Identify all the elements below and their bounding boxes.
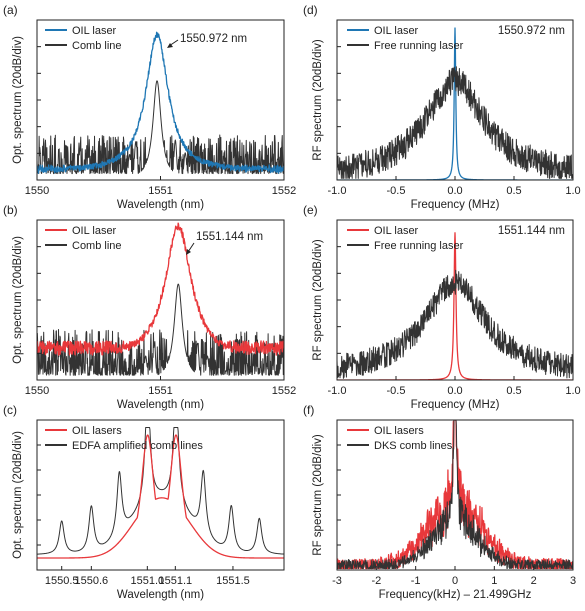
panel-f: (f) -3 -2 -1 0 1 2 3 Frequency(kHz) – 21.499GHz R… [303, 403, 576, 601]
plot-frame [336, 419, 574, 571]
series-oil-lasers [37, 434, 284, 559]
y-axis-label: Opt. spectrum (20dB/div) [12, 236, 24, 364]
x-tick-label: -0.5 [387, 385, 406, 397]
panel-label: (e) [303, 203, 318, 217]
legend-edfa-amplified-comb-lines-label: EDFA amplified comb lines [72, 440, 203, 452]
y-axis-label: RF spectrum (20dB/div) [312, 239, 324, 361]
series-free-running-laser [337, 269, 573, 379]
x-tick-label: 1551 [148, 185, 172, 197]
x-tick-label: 1550 [25, 385, 49, 397]
x-tick-label: 0 [452, 575, 458, 587]
x-tick-label: 0.5 [506, 385, 521, 397]
traces [37, 222, 284, 376]
x-tick-label: -0.5 [387, 185, 406, 197]
y-axis-label: Opt. spectrum (20dB/div) [12, 431, 24, 559]
series-edfa-amplified-comb-lines [37, 427, 284, 555]
legend-oil-lasers-label: OIL lasers [374, 425, 424, 437]
panel-label: (b) [3, 203, 18, 217]
x-tick-label: 1552 [272, 385, 296, 397]
x-tick-label: -3 [332, 575, 342, 587]
legend-oil-laser-label: OIL laser [72, 225, 117, 237]
panel-label: (d) [303, 3, 318, 17]
legend-dks-comb-lines-label: DKS comb lines [374, 440, 453, 452]
traces [37, 427, 284, 559]
traces [37, 31, 284, 175]
series-comb-line [37, 283, 284, 376]
x-tick-label: 2 [531, 575, 537, 587]
x-tick-label: 1552 [272, 185, 296, 197]
legend-comb-line-label: Comb line [72, 40, 122, 52]
y-axis-label: RF spectrum (20dB/div) [312, 434, 324, 556]
panel-e: (e) -1.0 -0.5 0.0 0.5 1.0 Frequency (MHz) RF sp… [303, 203, 581, 411]
x-tick-label: 0.0 [447, 385, 462, 397]
legend-oil-laser-label: OIL laser [374, 225, 419, 237]
peak-annotation: 1550.972 nm [180, 33, 247, 45]
legend-free-running-laser-label: Free running laser [374, 240, 464, 252]
x-tick-label: 1551.5 [216, 575, 250, 587]
legend-oil-lasers-label: OIL lasers [72, 425, 122, 437]
x-tick-label: -2 [371, 575, 381, 587]
peak-annotation: 1551.144 nm [196, 231, 263, 243]
panel-label: (c) [3, 403, 17, 417]
x-tick-label: 0.0 [447, 185, 462, 197]
x-tick-label: -1 [411, 575, 421, 587]
x-axis-label: Wavelength (nm) [117, 399, 204, 411]
x-tick-label: 1550 [25, 185, 49, 197]
x-tick-label: 1551.0 [130, 575, 164, 587]
panel-label: (a) [3, 3, 18, 17]
series-oil-laser [37, 222, 284, 356]
x-tick-label: -1.0 [328, 185, 347, 197]
x-axis-label: Wavelength (nm) [117, 589, 204, 601]
panel-a: (a) 1550 1551 1552 Wavelength (nm) Opt. spect… [3, 3, 296, 211]
x-tick-label: 1.0 [565, 385, 580, 397]
x-tick-label: 1551 [148, 385, 172, 397]
x-tick-label: 1 [491, 575, 497, 587]
annotation-arrowhead [186, 249, 191, 255]
legend-oil-laser-label: OIL laser [72, 25, 117, 37]
panel-d: (d) -1.0 -0.5 0.0 0.5 1.0 Frequency (MHz) RF sp… [303, 3, 581, 211]
x-tick-label: 1.0 [565, 185, 580, 197]
wavelength-annotation: 1550.972 nm [498, 25, 565, 37]
x-axis-label: Frequency (MHz) [411, 199, 500, 211]
legend-comb-line-label: Comb line [72, 240, 122, 252]
wavelength-annotation: 1551.144 nm [498, 225, 565, 237]
x-tick-label: 1551.1 [158, 575, 192, 587]
series-free-running-laser [337, 66, 573, 179]
x-axis-label: Frequency(kHz) – 21.499GHz [379, 589, 532, 601]
panel-b: (b) 1550 1551 1552 Wavelength (nm) Opt. spect… [3, 203, 296, 411]
panel-label: (f) [303, 403, 314, 417]
legend-free-running-laser-label: Free running laser [374, 40, 464, 52]
x-tick-label: 1550.6 [75, 575, 109, 587]
traces [337, 420, 573, 570]
x-tick-label: -1.0 [328, 385, 347, 397]
series-oil-lasers [337, 420, 573, 570]
y-axis-label: RF spectrum (20dB/div) [312, 39, 324, 161]
series-dks-comb-lines [337, 420, 573, 569]
annotation-arrowhead [167, 43, 173, 48]
series-comb-line [37, 80, 284, 175]
legend-oil-laser-label: OIL laser [374, 25, 419, 37]
traces [337, 232, 573, 380]
x-axis-label: Frequency (MHz) [411, 399, 500, 411]
series-oil-laser [37, 31, 284, 174]
x-tick-label: 1550.5 [45, 575, 79, 587]
x-tick-label: 0.5 [506, 185, 521, 197]
y-axis-label: Opt. spectrum (20dB/div) [12, 36, 24, 164]
x-axis-label: Wavelength (nm) [117, 199, 204, 211]
x-tick-label: 3 [570, 575, 576, 587]
